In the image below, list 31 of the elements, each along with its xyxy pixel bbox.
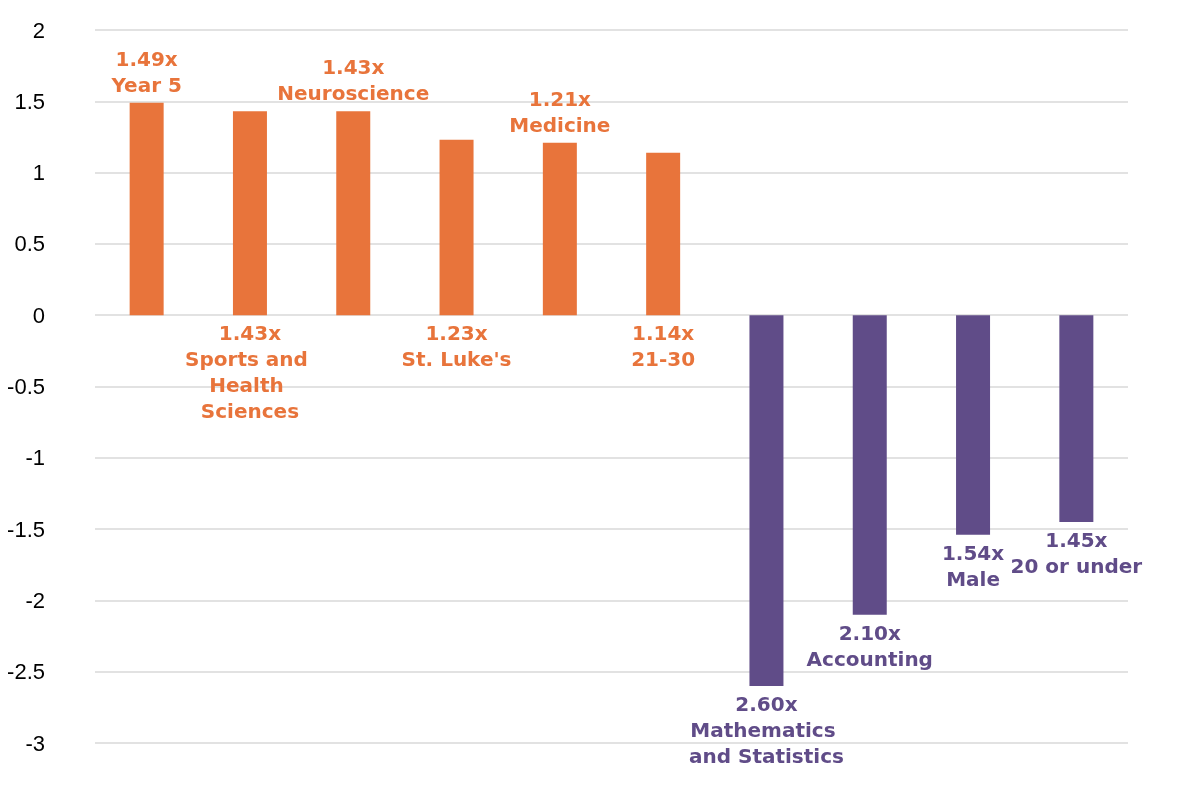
bar xyxy=(232,111,267,316)
annotation: 1.49x Year 5 xyxy=(110,46,182,97)
bar xyxy=(749,315,784,686)
y-tick-label: 1.5 xyxy=(14,88,45,114)
bar xyxy=(336,111,371,316)
bar xyxy=(129,102,164,316)
bar xyxy=(852,315,887,615)
annotation: 1.14x 21-30 xyxy=(631,321,696,372)
y-tick-label: 0.5 xyxy=(14,231,45,257)
bar xyxy=(1059,315,1094,522)
annotation: 2.10x Accounting xyxy=(806,620,933,671)
bar xyxy=(439,139,474,316)
annotation: 1.54x Male xyxy=(941,540,1005,591)
annotation: 1.21x Medicine xyxy=(509,86,611,137)
y-tick-label: 2 xyxy=(32,17,45,43)
bar xyxy=(542,142,577,316)
y-tick-label: -3 xyxy=(25,730,45,756)
y-tick-label: -0.5 xyxy=(7,374,45,399)
annotation: 1.23x St. Luke's xyxy=(401,321,512,372)
annotation: 1.43x Sports and Health Sciences xyxy=(185,321,315,424)
y-tick-label: -2.5 xyxy=(7,659,45,685)
y-tick-label: -1.5 xyxy=(7,516,45,542)
y-tick-label: 0 xyxy=(32,302,45,328)
y-tick-label: -1 xyxy=(25,445,45,471)
annotation: 1.45x 20 or under xyxy=(1010,527,1143,578)
bar xyxy=(956,315,991,535)
y-tick-label: -2 xyxy=(25,587,45,613)
annotation: 2.60x Mathematics and Statistics xyxy=(688,691,844,768)
bar xyxy=(646,152,681,316)
y-tick-label: 1 xyxy=(32,160,45,186)
annotation: 1.43x Neuroscience xyxy=(277,55,430,106)
